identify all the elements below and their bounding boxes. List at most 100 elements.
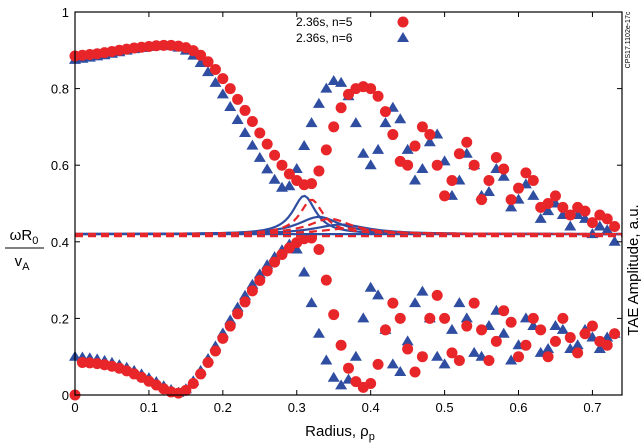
data-point-n5 [520, 167, 532, 179]
data-point-n6 [409, 297, 422, 308]
data-point-n6 [401, 143, 414, 154]
data-point-n6 [216, 88, 229, 99]
data-point-n5 [513, 351, 525, 363]
data-point-n5 [424, 129, 436, 141]
x-tick-label: 0.2 [214, 400, 232, 415]
data-point-n5 [387, 129, 399, 141]
data-point-n5 [306, 178, 318, 190]
data-point-n6 [445, 323, 458, 334]
data-point-n6 [416, 285, 429, 296]
data-point-n5 [343, 362, 354, 374]
data-point-n6 [438, 358, 451, 369]
data-point-n6 [320, 354, 333, 365]
figure-code: CPS17.1102e-17c [625, 11, 632, 68]
data-point-n6 [564, 220, 577, 231]
data-point-n5 [468, 297, 480, 309]
data-point-n5 [609, 328, 621, 340]
data-point-n6 [312, 97, 325, 108]
data-point-n5 [609, 220, 621, 232]
data-point-n6 [601, 224, 614, 235]
data-point-n5 [468, 159, 480, 171]
data-point-n5 [476, 194, 488, 206]
data-point-n6 [312, 327, 325, 338]
data-point-n5 [564, 209, 576, 221]
data-point-n5 [276, 159, 288, 171]
data-point-n6 [349, 117, 362, 128]
data-point-n6 [556, 323, 569, 334]
data-point-n5 [409, 140, 421, 152]
data-point-n5 [402, 343, 414, 355]
data-point-n6 [549, 320, 562, 331]
data-point-n5 [365, 83, 377, 95]
legend-marker-n5 [397, 16, 409, 28]
data-point-n6 [460, 312, 473, 323]
data-point-n6 [497, 327, 510, 338]
x-tick-label: 0.3 [288, 400, 306, 415]
y-tick-label: 0.6 [51, 158, 69, 173]
data-point-n5 [246, 116, 258, 128]
data-point-n5 [461, 136, 473, 148]
data-point-n6 [298, 266, 311, 277]
data-point-n6 [527, 189, 540, 200]
data-point-n5 [232, 308, 244, 320]
data-point-n6 [372, 289, 385, 300]
data-point-n5 [320, 144, 332, 156]
y-axis-label-numerator-main: ωR [10, 227, 33, 244]
data-point-n5 [549, 190, 561, 202]
data-point-n6 [202, 66, 215, 77]
data-point-n6 [482, 186, 495, 197]
data-point-n6 [261, 163, 274, 174]
data-point-n5 [601, 213, 613, 225]
x-axis-label-sub: p [369, 431, 375, 443]
data-point-n6 [593, 343, 606, 354]
legend-label-n6: 2.36s, n=6 [296, 31, 353, 45]
amplitude-curves [74, 194, 623, 238]
amplitude-curve [75, 227, 622, 236]
data-point-n6 [335, 379, 348, 390]
data-point-n5 [224, 83, 236, 95]
data-point-n6 [327, 371, 340, 382]
data-point-n5 [431, 289, 443, 301]
data-point-n5 [453, 148, 465, 160]
data-point-n5 [269, 149, 281, 161]
data-point-n5 [579, 205, 591, 217]
data-point-n5 [527, 175, 539, 187]
data-point-n5 [527, 312, 539, 324]
data-point-n6 [253, 268, 266, 279]
data-point-n5 [549, 335, 561, 347]
data-point-n6 [416, 163, 429, 174]
data-point-n5 [446, 175, 458, 187]
right-axis-label: TAE Amplitude, a.u. [625, 204, 642, 335]
data-point-n5 [586, 320, 598, 332]
data-point-n6 [357, 147, 370, 158]
data-point-n5 [601, 339, 613, 351]
data-point-n5 [513, 182, 525, 194]
data-point-n5 [572, 347, 584, 359]
data-point-n5 [328, 309, 340, 321]
data-point-n5 [409, 366, 421, 378]
data-point-n6 [305, 117, 318, 128]
data-point-n5 [232, 93, 244, 105]
data-point-n5 [379, 324, 391, 336]
data-point-n6 [453, 297, 466, 308]
data-point-n5 [187, 378, 199, 390]
y-tick-label: 1 [62, 5, 69, 20]
data-point-n5 [387, 297, 399, 309]
data-point-n5 [239, 104, 251, 116]
data-point-n5 [416, 351, 428, 363]
data-point-n6 [497, 170, 510, 181]
data-point-n6 [608, 235, 621, 246]
data-point-n5 [483, 355, 495, 367]
data-point-n5 [195, 368, 207, 380]
x-tick-label: 0.4 [362, 400, 380, 415]
data-point-n6 [401, 335, 414, 346]
data-point-n6 [253, 151, 266, 162]
data-point-n5 [328, 121, 340, 133]
legend-label-n5: 2.36s, n=5 [296, 15, 353, 29]
data-point-n5 [202, 356, 214, 368]
data-point-n5 [402, 159, 414, 171]
data-point-n5 [431, 159, 443, 171]
x-axis-label-main: Radius, ρ [305, 423, 369, 440]
data-point-n5 [505, 194, 517, 206]
